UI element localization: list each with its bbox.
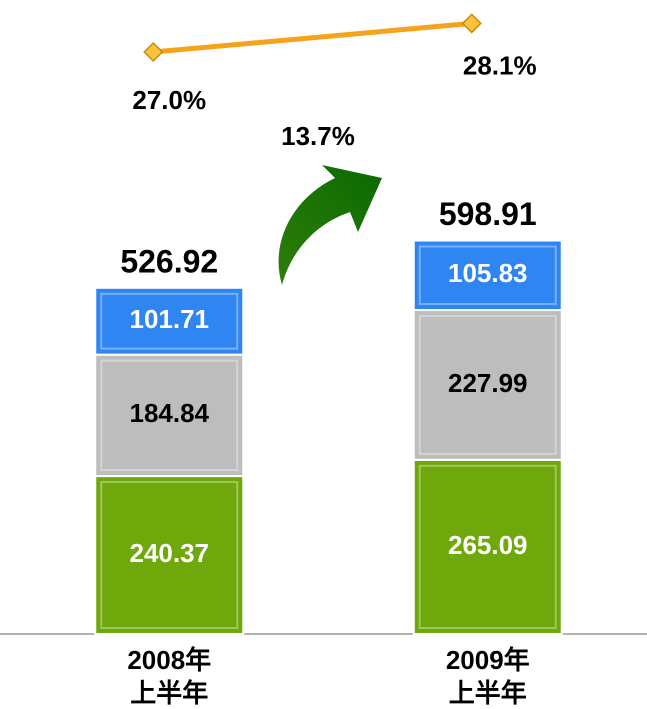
line-label: 27.0% <box>132 85 206 115</box>
bar-bevel <box>418 464 557 629</box>
bar-segment <box>94 475 245 635</box>
total-label: 598.91 <box>439 196 537 232</box>
bar-bevel <box>100 481 239 629</box>
segment-label: 184.84 <box>129 398 209 428</box>
x-tick-label: 2008年 上半年 <box>127 645 212 708</box>
line-label: 28.1% <box>463 50 537 80</box>
segment-label: 265.09 <box>448 530 528 560</box>
bar-segment <box>94 353 245 478</box>
growth-arrow <box>278 165 382 285</box>
x-tick-label: 2009年 上半年 <box>445 645 530 708</box>
bar-bevel <box>100 292 239 350</box>
bar-segment <box>412 239 563 312</box>
line <box>153 20 472 55</box>
bar-segment <box>94 286 245 356</box>
segment-label: 240.37 <box>129 538 209 568</box>
line-marker <box>461 13 482 34</box>
bar-bevel <box>100 359 239 472</box>
total-label: 526.92 <box>120 243 218 279</box>
segment-label: 101.71 <box>129 304 209 334</box>
bar-segment <box>412 309 563 461</box>
bar-bevel <box>418 315 557 455</box>
line-marker <box>143 41 164 63</box>
segment-label: 227.99 <box>448 368 528 398</box>
growth-label: 13.7% <box>281 121 355 151</box>
segment-label: 105.83 <box>448 258 528 288</box>
bar-bevel <box>418 245 557 306</box>
